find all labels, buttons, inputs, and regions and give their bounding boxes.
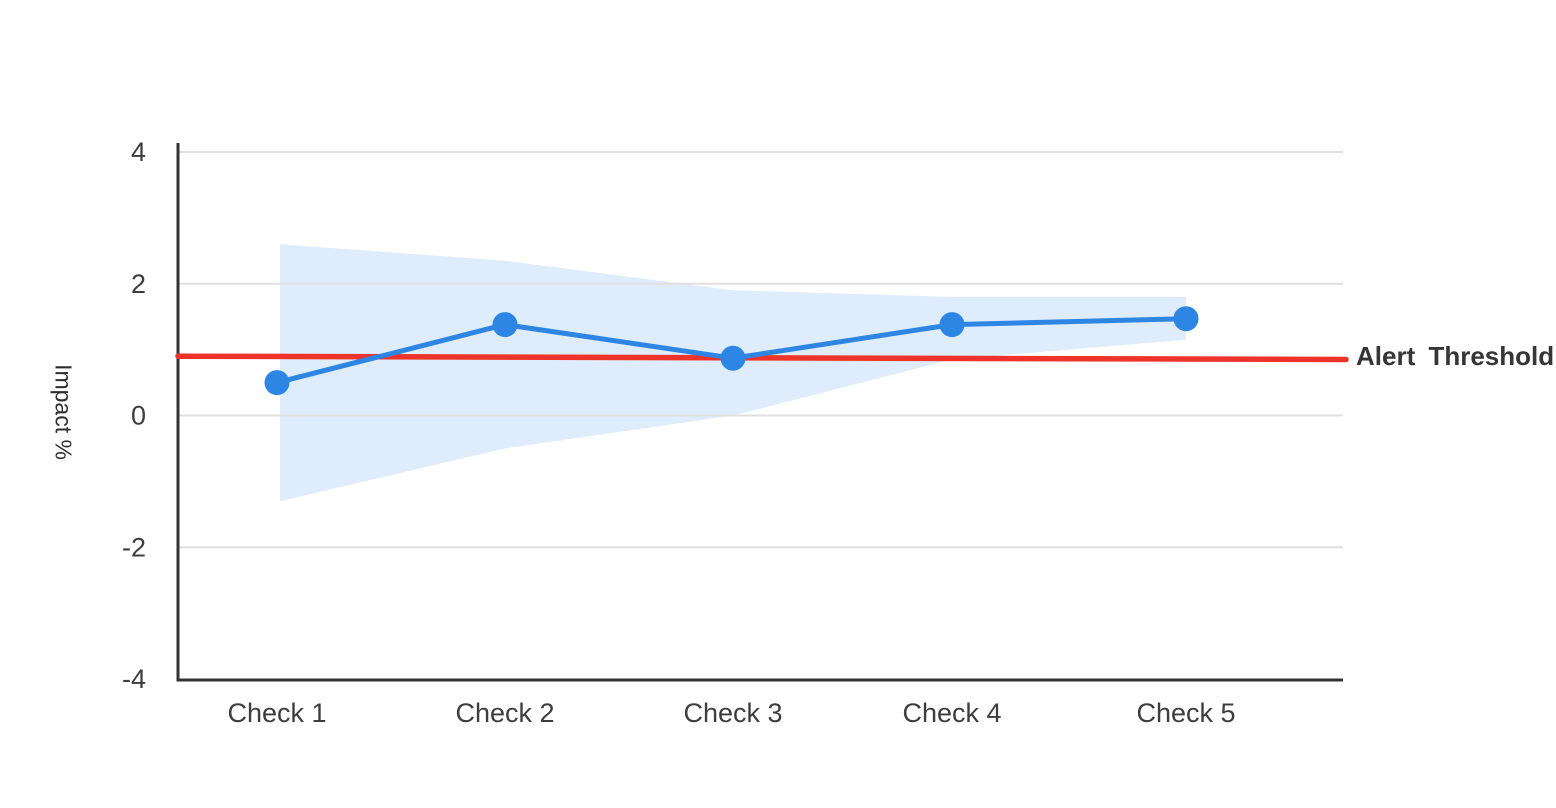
data-point-check-5 — [1173, 306, 1199, 332]
x-category-label: Check 3 — [683, 698, 782, 728]
data-point-check-3 — [720, 345, 746, 371]
y-tick-label: 4 — [131, 137, 146, 167]
alert-threshold-label: Alert Threshold — [1356, 341, 1555, 371]
alert-threshold-line — [175, 353, 1349, 363]
y-tick-label: 0 — [131, 401, 146, 431]
y-tick-label: -4 — [122, 664, 146, 694]
data-point-check-2 — [492, 312, 518, 338]
y-axis-title: Impact % — [50, 364, 77, 460]
confidence-band — [280, 244, 1186, 502]
x-category-label: Check 5 — [1136, 698, 1235, 728]
data-point-check-1 — [264, 370, 290, 396]
x-category-label: Check 4 — [902, 698, 1001, 728]
y-tick-label: -2 — [122, 532, 146, 562]
x-category-label: Check 2 — [455, 698, 554, 728]
data-point-check-4 — [939, 312, 965, 338]
x-category-label: Check 1 — [227, 698, 326, 728]
y-tick-label: 2 — [131, 269, 146, 299]
